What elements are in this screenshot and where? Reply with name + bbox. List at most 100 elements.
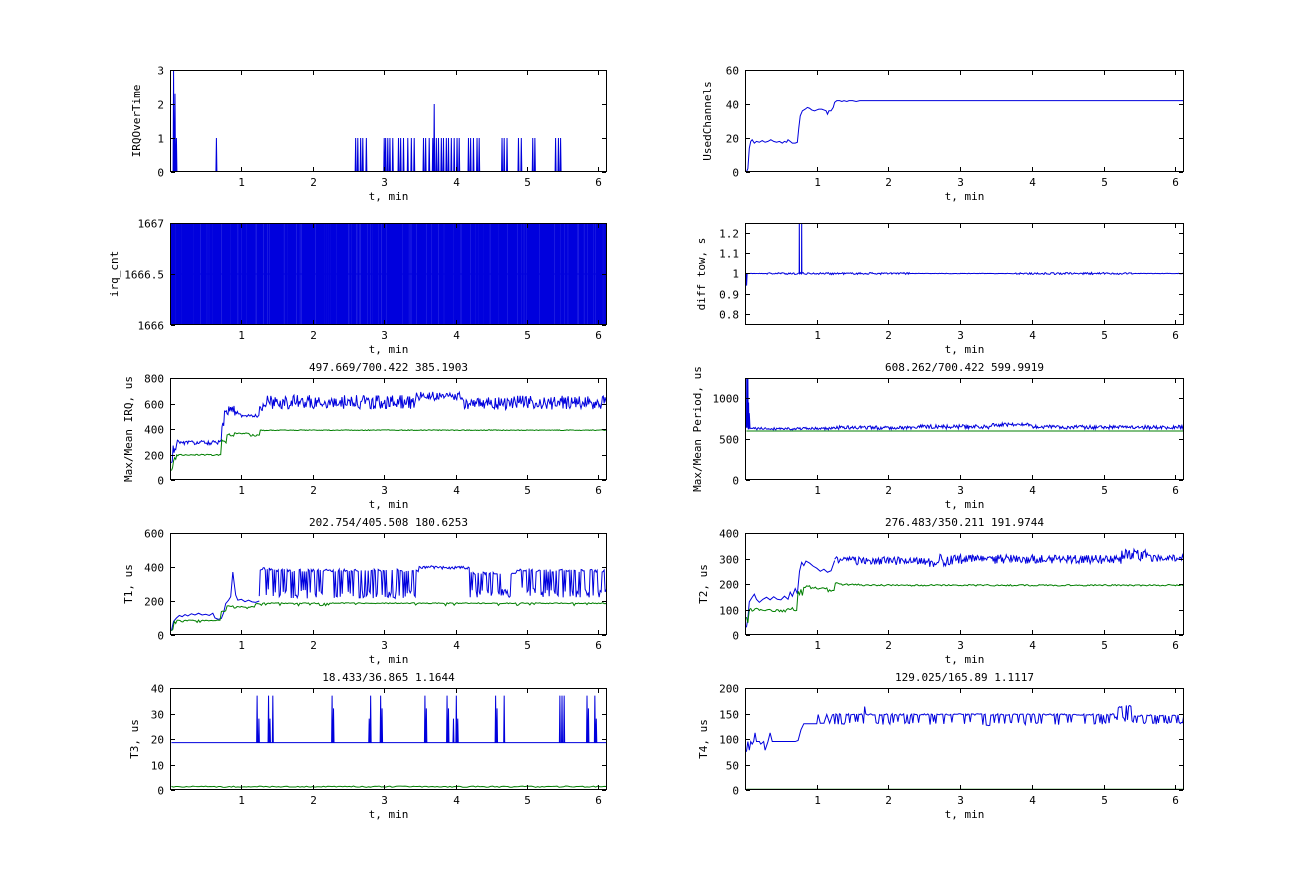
series-t4_max (832, 704, 1184, 727)
y-tick-label: 600 (144, 528, 164, 541)
y-axis-label: Max/Mean Period, us (691, 366, 704, 492)
series-group (745, 704, 1184, 790)
chart-irq-cnt: 1 2 3 4 5 6 1666 1666.5 1667 t, min irq_cnt (108, 218, 607, 356)
x-tick-label: 2 (885, 794, 892, 807)
x-axis-label: t, min (369, 190, 409, 203)
y-tick-label: 50 (726, 760, 739, 773)
diff_tow-plot: 1 2 3 4 5 6 0.8 0.9 1 1.1 1.2 t, min diff tow, s (695, 223, 1184, 356)
y-tick-label: 20 (151, 734, 164, 747)
series-mean_irq (170, 429, 607, 471)
x-tick-label: 6 (595, 639, 602, 652)
chart-max-mean-period: 1 2 3 4 5 6 0 500 1000 608.262/700.422 599.9919 t,… (691, 361, 1184, 511)
irq_cnt-plot: 1 2 3 4 5 6 1666 1666.5 1667 t, min irq_cnt (108, 218, 607, 356)
series-period_start (745, 378, 751, 430)
series-t2_max (834, 547, 1184, 568)
y-tick-label: 400 (144, 562, 164, 575)
y-tick-label: 800 (144, 373, 164, 386)
y-tick-label: 1667 (138, 218, 165, 231)
y-tick-label: 20 (726, 133, 739, 146)
x-tick-label: 2 (310, 176, 317, 189)
x-tick-label: 2 (310, 794, 317, 807)
x-tick-label: 4 (453, 484, 460, 497)
x-tick-label: 2 (885, 176, 892, 189)
x-tick-label: 3 (957, 484, 964, 497)
x-tick-label: 3 (381, 794, 388, 807)
t1-plot: 1 2 3 4 5 6 0 200 400 600 202.754/405.508 180.6253… (122, 516, 607, 666)
x-tick-label: 1 (814, 484, 821, 497)
chart-title: 497.669/700.422 385.1903 (309, 361, 468, 374)
y-tick-label: 300 (719, 554, 739, 567)
y-axis-label: irq_cnt (108, 251, 121, 297)
x-tick-label: 1 (814, 176, 821, 189)
x-axis-label: t, min (369, 653, 409, 666)
x-tick-label: 4 (1029, 794, 1036, 807)
y-tick-label: 1.1 (719, 248, 739, 261)
y-tick-label: 1.2 (719, 228, 739, 241)
y-tick-label: 200 (719, 579, 739, 592)
x-tick-label: 2 (885, 329, 892, 342)
x-tick-label: 5 (1101, 176, 1108, 189)
x-tick-label: 6 (1172, 484, 1179, 497)
y-tick-label: 40 (151, 683, 164, 696)
x-tick-label: 6 (1172, 176, 1179, 189)
y-tick-label: 200 (144, 596, 164, 609)
series-t3_max (171, 695, 607, 744)
series-group (170, 223, 607, 325)
x-axis-label: t, min (945, 190, 985, 203)
x-axis-label: t, min (945, 343, 985, 356)
x-tick-label: 5 (524, 639, 531, 652)
chart-t2: 1 2 3 4 5 6 0 100 200 300 400 276.483/350.211 191.9… (697, 516, 1184, 666)
series-group (170, 565, 607, 632)
series-t4_max_start (745, 712, 833, 752)
y-tick-label: 60 (726, 65, 739, 78)
chart-t3: 1 2 3 4 5 6 0 10 20 30 40 18.433/36.865 1.1644 t, mi… (128, 671, 607, 821)
x-tick-label: 4 (453, 794, 460, 807)
y-axis-label: T2, us (697, 564, 710, 604)
y-tick-label: 30 (151, 709, 164, 722)
y-axis-label: T3, us (128, 719, 141, 759)
chart-used-channels: 1 2 3 4 5 6 0 20 40 60 t, min UsedChannels (701, 65, 1184, 203)
y-tick-label: 1 (157, 133, 164, 146)
series-group (171, 695, 607, 788)
x-tick-label: 1 (238, 329, 245, 342)
x-tick-label: 1 (238, 639, 245, 652)
x-tick-label: 2 (885, 484, 892, 497)
t2-plot: 1 2 3 4 5 6 0 100 200 300 400 276.483/350.211 191.9… (697, 516, 1184, 666)
y-tick-label: 150 (719, 709, 739, 722)
series-group (745, 100, 1184, 172)
y-tick-label: 200 (719, 683, 739, 696)
x-tick-label: 3 (957, 329, 964, 342)
y-tick-label: 0 (732, 630, 739, 643)
x-tick-label: 3 (381, 484, 388, 497)
x-tick-label: 5 (1101, 639, 1108, 652)
y-axis-label: IRQOverTime (130, 85, 143, 158)
max_mean_period-plot: 1 2 3 4 5 6 0 500 1000 608.262/700.422 599.9919 t,… (691, 361, 1184, 511)
x-axis-label: t, min (945, 498, 985, 511)
chart-max-mean-irq: 1 2 3 4 5 6 0 200 400 600 800 497.669/700.422 385.1… (122, 361, 607, 511)
y-tick-label: 2 (157, 99, 164, 112)
x-tick-label: 3 (381, 639, 388, 652)
y-tick-label: 1666.5 (124, 269, 164, 282)
y-axis-label: diff tow, s (695, 238, 708, 311)
y-tick-label: 1000 (713, 393, 740, 406)
y-tick-label: 1666 (138, 320, 165, 333)
x-tick-label: 4 (453, 176, 460, 189)
x-tick-label: 2 (885, 639, 892, 652)
x-tick-label: 1 (238, 176, 245, 189)
series-group (745, 547, 1184, 628)
x-tick-label: 5 (524, 794, 531, 807)
series-start_dip (745, 273, 748, 286)
x-tick-label: 2 (310, 484, 317, 497)
series-group (170, 390, 607, 471)
y-tick-label: 0.9 (719, 289, 739, 302)
x-tick-label: 1 (238, 484, 245, 497)
y-tick-label: 200 (144, 450, 164, 463)
series-t2_mean (745, 582, 1184, 623)
chart-title: 18.433/36.865 1.1644 (322, 671, 455, 684)
y-tick-label: 100 (719, 734, 739, 747)
series-UsedChannels (745, 100, 1184, 172)
series-t2_max_start (745, 560, 836, 628)
x-tick-label: 1 (238, 794, 245, 807)
